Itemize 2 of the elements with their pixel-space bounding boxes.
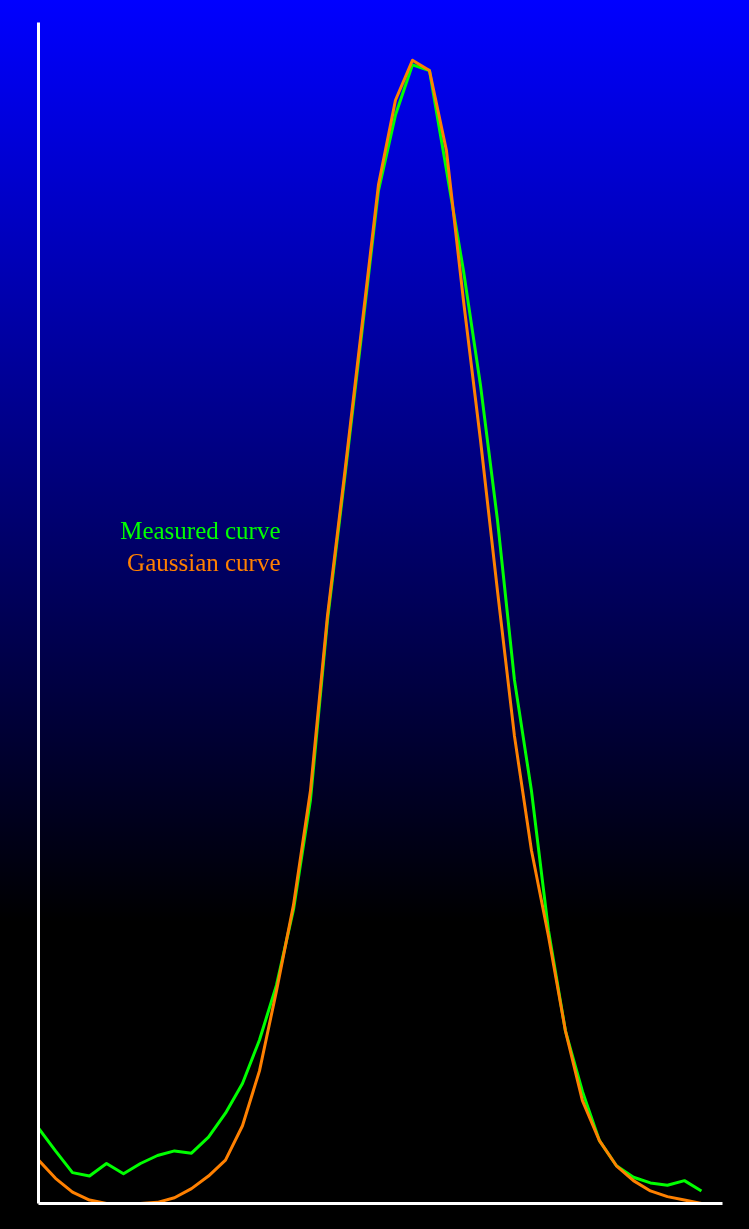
text: Measured curve — [120, 516, 281, 544]
text: Gaussian curve — [127, 548, 281, 576]
